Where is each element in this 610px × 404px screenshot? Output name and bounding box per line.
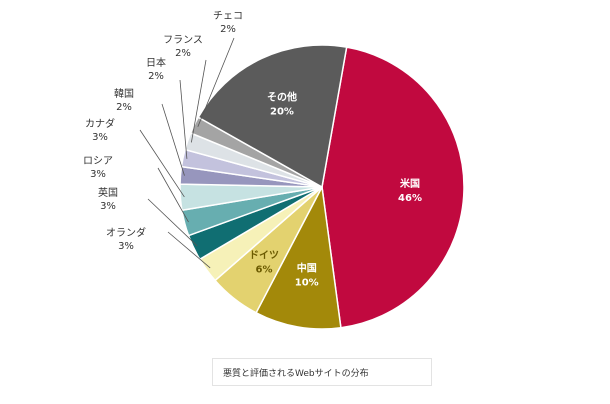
slice-label-6: カナダ: [85, 117, 115, 130]
leader-line-7: [161, 103, 185, 176]
slice-value-7: 2%: [116, 102, 132, 113]
slice-value-4: 3%: [100, 201, 116, 212]
slice-value-2: 6%: [256, 265, 273, 276]
slice-label-7: 韓国: [114, 88, 134, 100]
leader-line-9: [190, 59, 207, 143]
slice-value-0: 46%: [398, 193, 422, 204]
slice-value-3: 3%: [118, 241, 134, 252]
leader-line-3: [167, 231, 211, 269]
chart-caption: 悪質と評価されるWebサイトの分布: [212, 358, 432, 386]
slice-label-5: ロシア: [83, 156, 113, 167]
slice-value-1: 10%: [295, 278, 319, 289]
slice-label-11: その他: [267, 90, 297, 103]
slice-value-11: 20%: [270, 106, 294, 117]
slice-value-6: 3%: [92, 132, 108, 143]
slice-label-8: 日本: [146, 56, 166, 69]
leader-line-8: [179, 79, 188, 159]
slice-value-5: 3%: [90, 169, 106, 180]
slice-value-10: 2%: [220, 24, 236, 35]
slice-label-4: 英国: [98, 186, 118, 199]
slice-value-9: 2%: [175, 48, 191, 59]
leader-line-4: [147, 198, 198, 247]
leader-line-6: [139, 129, 185, 198]
slice-label-1: 中国: [297, 262, 317, 275]
pie-slice-0: [321, 46, 465, 329]
caption-text: 悪質と評価されるWebサイトの分布: [223, 368, 369, 379]
slice-label-0: 米国: [400, 177, 420, 190]
slice-label-9: フランス: [163, 34, 203, 46]
slice-label-10: チェコ: [213, 10, 243, 22]
slice-value-8: 2%: [148, 71, 164, 82]
pie-slice-1: [255, 184, 342, 330]
slice-label-3: オランダ: [106, 226, 146, 239]
leader-line-5: [157, 167, 189, 223]
slice-label-2: ドイツ: [249, 250, 279, 262]
leader-line-10: [197, 37, 235, 127]
